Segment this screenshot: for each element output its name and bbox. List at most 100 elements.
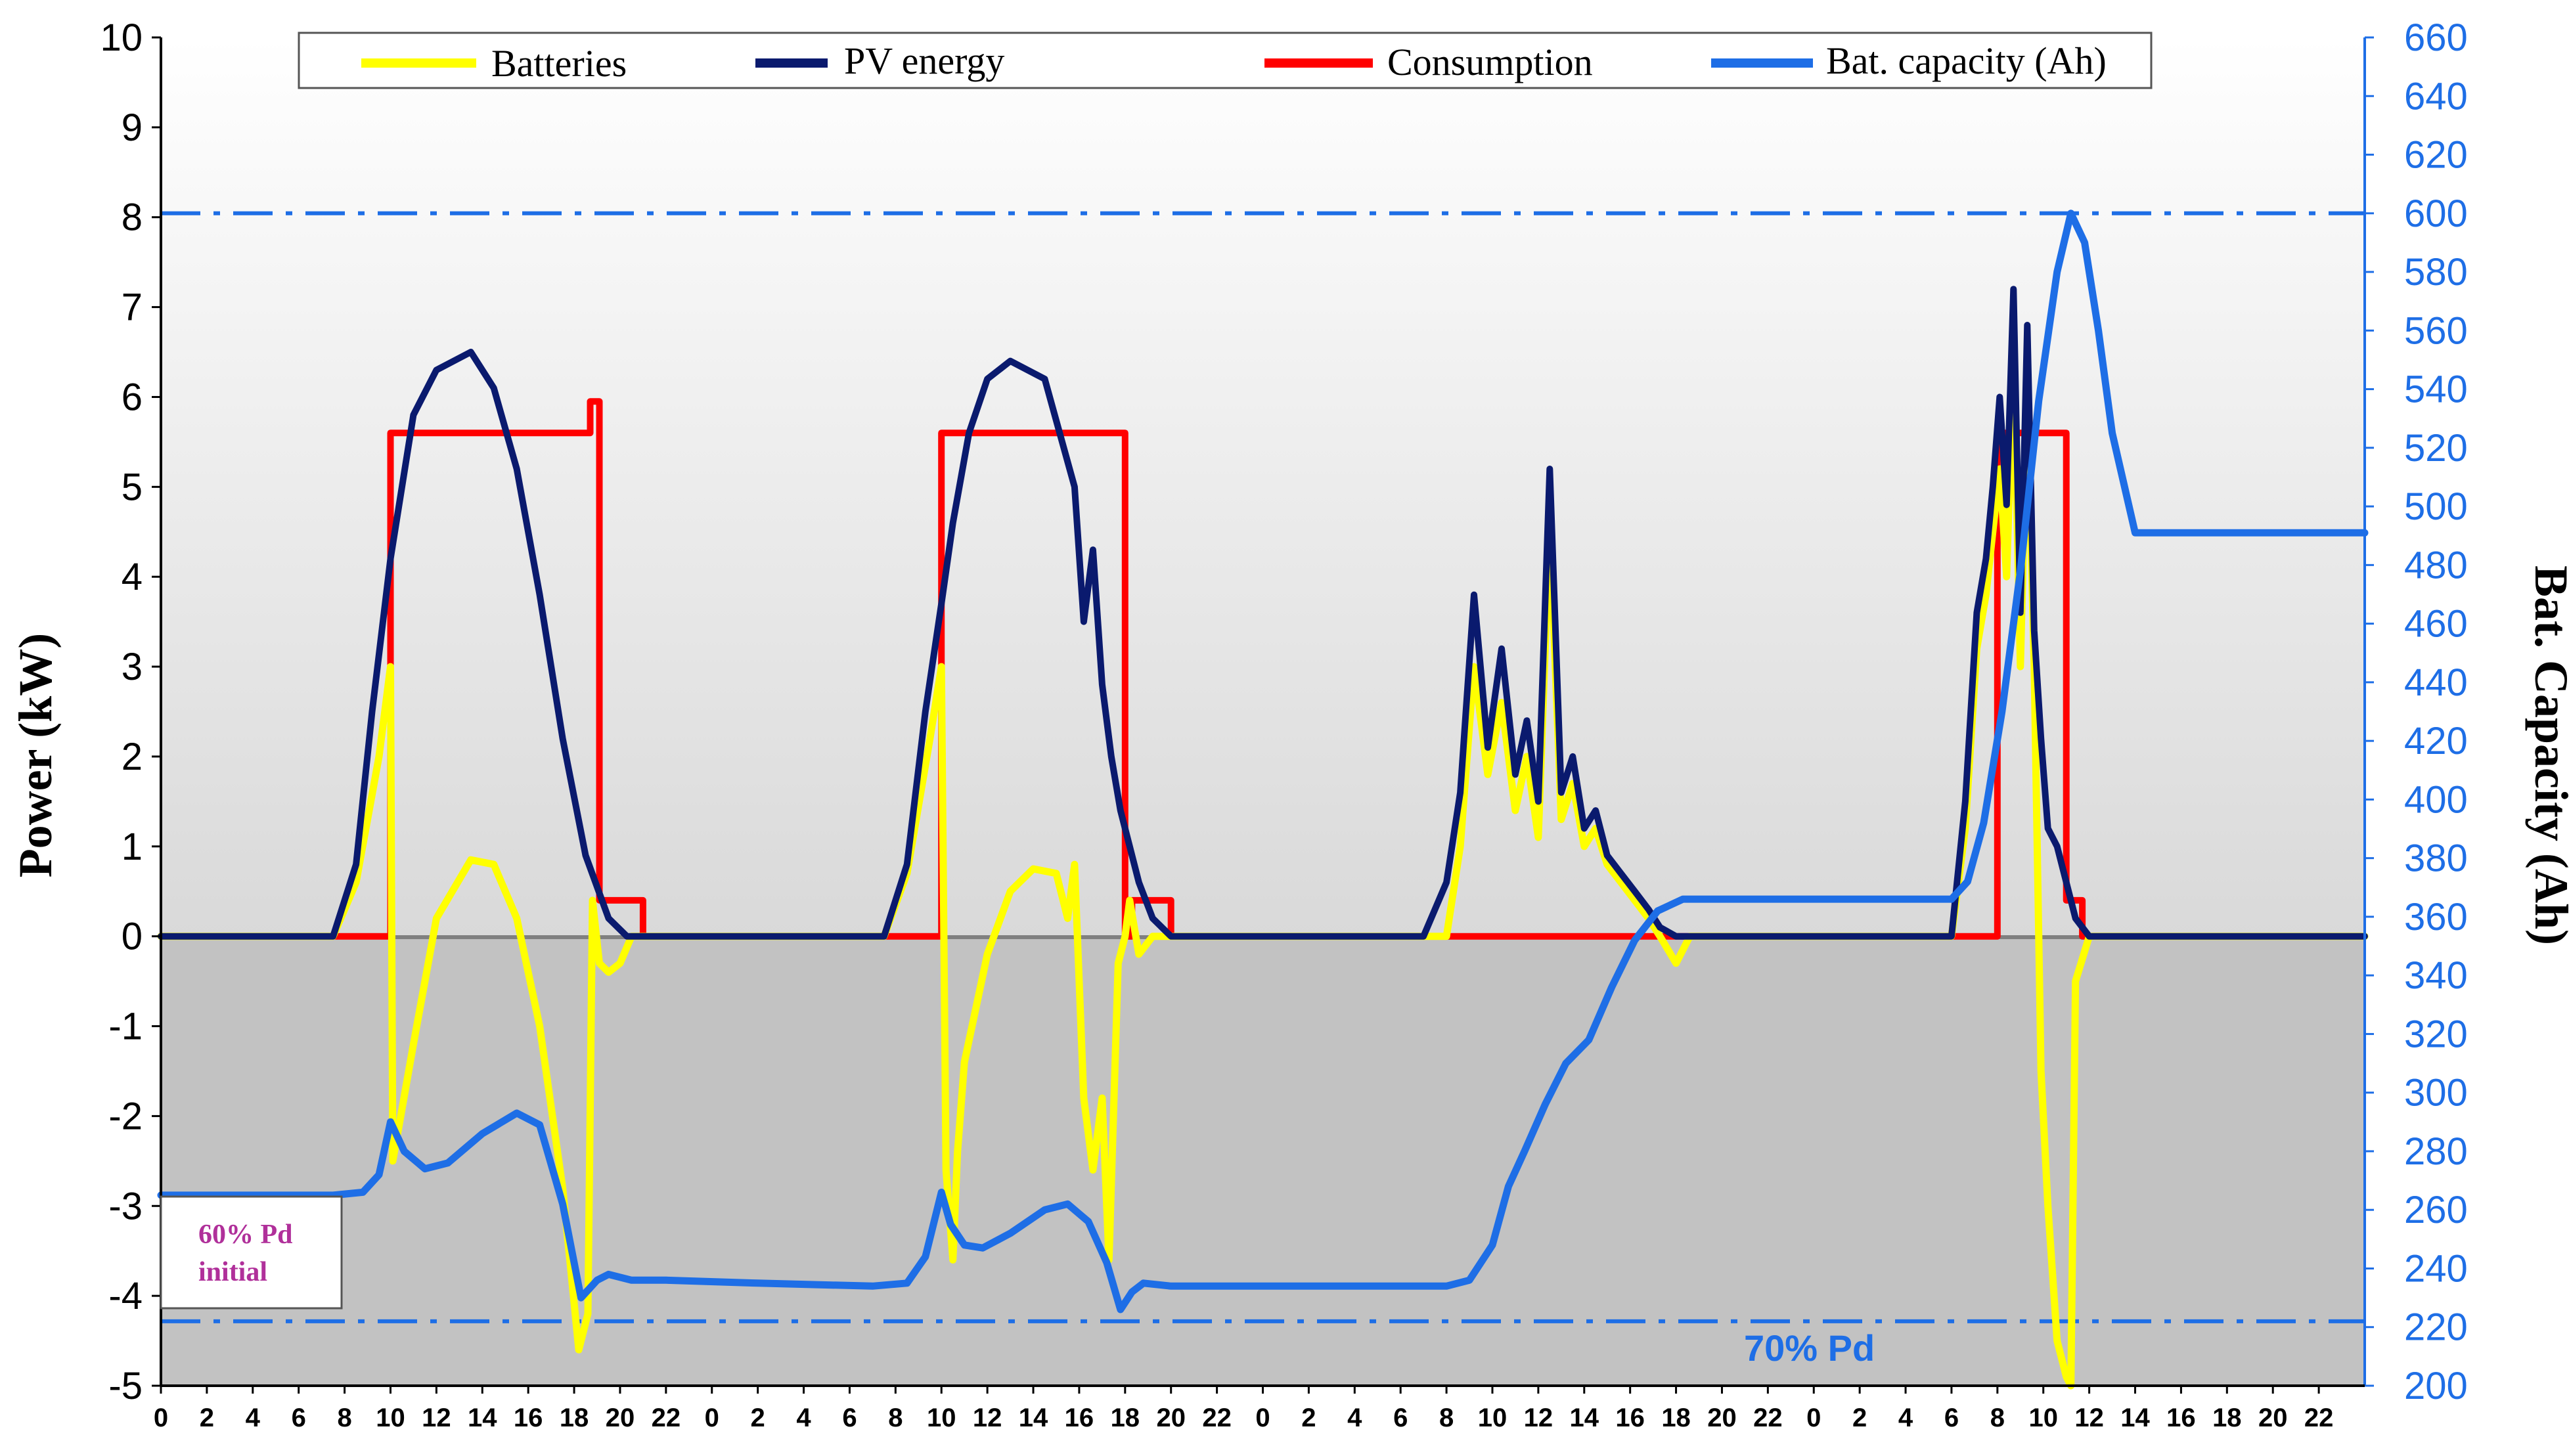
right-tick-label: 480 [2404, 544, 2468, 586]
right-tick-label: 440 [2404, 661, 2468, 704]
x-tick-label: 6 [1944, 1403, 1959, 1432]
right-tick-label: 600 [2404, 192, 2468, 235]
x-tick-label: 18 [1111, 1403, 1140, 1432]
x-tick-label: 20 [2258, 1403, 2288, 1432]
x-tick-label: 2 [751, 1403, 765, 1432]
left-tick-label: 6 [122, 376, 143, 418]
legend-label-batteries: Batteries [491, 42, 627, 85]
right-tick-label: 260 [2404, 1189, 2468, 1231]
right-tick-label: 320 [2404, 1013, 2468, 1055]
x-tick-label: 16 [1615, 1403, 1645, 1432]
left-tick-label: -4 [108, 1275, 143, 1317]
x-tick-label: 18 [2212, 1403, 2242, 1432]
right-tick-label: 460 [2404, 603, 2468, 646]
x-tick-label: 16 [2166, 1403, 2196, 1432]
x-tick-label: 12 [973, 1403, 1002, 1432]
right-tick-label: 300 [2404, 1072, 2468, 1114]
x-tick-label: 18 [1661, 1403, 1691, 1432]
left-axis-label: Power (kW) [9, 633, 62, 878]
x-tick-label: 14 [1570, 1403, 1599, 1432]
right-axis-ticks: 200 220 240 260 280 300 320 340 360 380 400 420 440 4… [2365, 16, 2468, 1407]
right-tick-label: 560 [2404, 309, 2468, 352]
left-tick-label: -5 [108, 1365, 143, 1407]
x-tick-label: 2 [200, 1403, 214, 1432]
right-tick-label: 620 [2404, 134, 2468, 177]
series-line-bat-capacity-ah [157, 210, 2369, 1313]
x-tick-label: 2 [1852, 1403, 1867, 1432]
x-tick-label: 16 [1065, 1403, 1094, 1432]
x-tick-label: 4 [1347, 1403, 1362, 1432]
reference-line-70-pd-label: 70% Pd [1744, 1327, 1875, 1369]
legend-box [298, 32, 2153, 89]
left-tick-label: 2 [122, 736, 143, 778]
x-tick-label: 20 [1156, 1403, 1186, 1432]
right-axis-label: Bat. Capacity (Ah) [2525, 565, 2569, 945]
x-tick-label: 4 [1898, 1403, 1913, 1432]
right-tick-label: 580 [2404, 251, 2468, 294]
right-tick-label: 360 [2404, 896, 2468, 938]
right-tick-label: 540 [2404, 368, 2468, 411]
x-tick-label: 12 [1524, 1403, 1553, 1432]
x-tick-label: 16 [514, 1403, 543, 1432]
x-tick-label: 8 [337, 1403, 351, 1432]
x-tick-label: 22 [652, 1403, 681, 1432]
x-tick-label: 10 [927, 1403, 956, 1432]
initial-annotation: 60% Pd initial [160, 1195, 343, 1310]
x-tick-label: 8 [888, 1403, 903, 1432]
initial-annotation-box [160, 1195, 343, 1310]
x-tick-label: 8 [1990, 1403, 2005, 1432]
x-tick-label: 18 [560, 1403, 589, 1432]
x-tick-label: 6 [292, 1403, 306, 1432]
x-tick-label: 20 [1707, 1403, 1737, 1432]
right-tick-label: 380 [2404, 837, 2468, 880]
left-tick-label: 7 [122, 286, 143, 329]
left-tick-label: 10 [100, 16, 143, 59]
left-axis-ticks: -5 -4 -3 -2 -1 0 1 2 3 4 5 6 7 8 9 10 [100, 16, 161, 1407]
lower-plot-background [161, 937, 2365, 1386]
left-tick-label: -3 [108, 1185, 143, 1227]
legend-label-consumption: Consumption [1387, 41, 1593, 83]
x-tick-label: 22 [1753, 1403, 1783, 1432]
x-tick-label: 14 [1019, 1403, 1048, 1432]
left-tick-label: 3 [122, 646, 143, 688]
x-tick-label: 0 [1806, 1403, 1821, 1432]
left-tick-label: 0 [122, 916, 143, 958]
x-tick-label: 0 [1255, 1403, 1270, 1432]
left-tick-label: 1 [122, 826, 143, 868]
right-tick-label: 520 [2404, 427, 2468, 470]
right-tick-label: 400 [2404, 778, 2468, 821]
right-tick-label: 340 [2404, 954, 2468, 997]
x-tick-label: 12 [2074, 1403, 2104, 1432]
right-tick-label: 660 [2404, 16, 2468, 59]
x-tick-label: 12 [422, 1403, 451, 1432]
right-tick-label: 240 [2404, 1247, 2468, 1290]
series-line-consumption [158, 398, 2368, 940]
right-tick-label: 640 [2404, 75, 2468, 118]
left-tick-label: 4 [122, 556, 143, 598]
x-tick-label: 2 [1301, 1403, 1316, 1432]
series-line-pv-energy [158, 286, 2368, 940]
x-tick-label: 22 [1202, 1403, 1232, 1432]
x-tick-label: 0 [705, 1403, 719, 1432]
legend-label-pv-energy: PV energy [844, 39, 1004, 82]
initial-annotation-line-2: initial [198, 1257, 267, 1287]
x-tick-label: 14 [468, 1403, 497, 1432]
x-tick-label: 10 [376, 1403, 405, 1432]
x-tick-label: 8 [1439, 1403, 1454, 1432]
x-tick-label: 10 [2028, 1403, 2058, 1432]
series-layer [157, 210, 2369, 1390]
right-tick-label: 200 [2404, 1365, 2468, 1407]
x-tick-label: 22 [2304, 1403, 2334, 1432]
legend: Batteries PV energy Consumption Bat. cap… [298, 32, 2153, 89]
legend-label-bat-capacity: Bat. capacity (Ah) [1826, 39, 2107, 82]
x-tick-label: 0 [154, 1403, 168, 1432]
left-tick-label: 8 [122, 196, 143, 239]
x-tick-label: 4 [246, 1403, 261, 1432]
right-tick-label: 220 [2404, 1306, 2468, 1349]
x-tick-label: 10 [1478, 1403, 1508, 1432]
left-tick-label: 9 [122, 106, 143, 149]
left-tick-label: -1 [108, 1005, 143, 1048]
initial-annotation-line-1: 60% Pd [198, 1220, 293, 1250]
series-line-batteries [157, 357, 2369, 1390]
